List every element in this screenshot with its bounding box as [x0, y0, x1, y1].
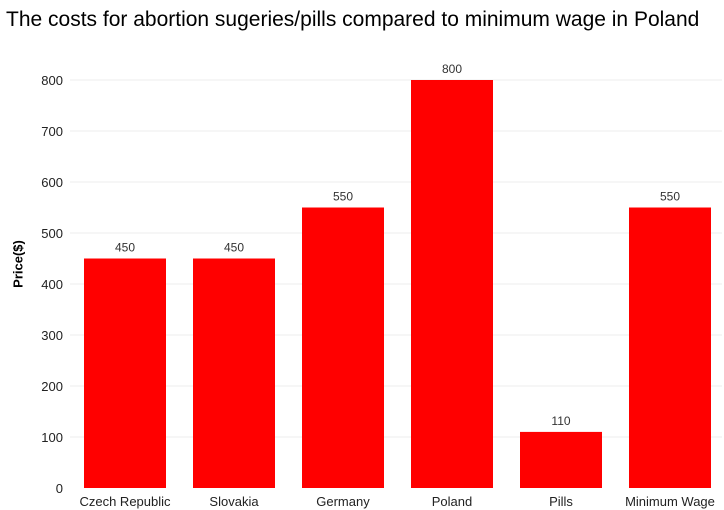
y-tick-label: 0 — [56, 481, 63, 496]
bar-value-label: 800 — [442, 62, 462, 76]
x-tick-label: Minimum Wage — [625, 494, 715, 509]
chart-title: The costs for abortion sugeries/pills co… — [6, 8, 700, 31]
x-tick-label: Czech Republic — [79, 494, 171, 509]
bar-value-label: 550 — [333, 190, 353, 204]
y-tick-label: 600 — [41, 175, 63, 190]
bar — [520, 431, 602, 488]
bar — [84, 258, 166, 488]
x-tick-label: Germany — [316, 494, 370, 509]
x-tick-label: Poland — [432, 494, 472, 509]
y-tick-label: 300 — [41, 328, 63, 343]
bar — [411, 80, 493, 488]
y-tick-label: 500 — [41, 226, 63, 241]
bar-value-label: 110 — [551, 414, 570, 428]
bar — [629, 207, 711, 488]
value-labels: 450 450 550 800 110 550 — [115, 62, 680, 428]
bar — [193, 258, 275, 488]
y-tick-label: 800 — [41, 73, 63, 88]
gridlines — [70, 79, 722, 438]
bar-value-label: 450 — [224, 241, 244, 255]
y-axis-ticks: 0 100 200 300 400 500 600 700 800 — [41, 73, 63, 496]
y-tick-label: 200 — [41, 379, 63, 394]
x-tick-label: Pills — [549, 494, 573, 509]
bar — [302, 207, 384, 488]
y-tick-label: 700 — [41, 124, 63, 139]
bars — [84, 80, 711, 488]
y-tick-label: 100 — [41, 430, 63, 445]
y-tick-label: 400 — [41, 277, 63, 292]
bar-value-label: 550 — [660, 190, 680, 204]
x-axis-ticks: Czech Republic Slovakia Germany Poland Pills… — [79, 494, 714, 509]
x-tick-label: Slovakia — [209, 494, 259, 509]
bar-value-label: 450 — [115, 241, 135, 255]
